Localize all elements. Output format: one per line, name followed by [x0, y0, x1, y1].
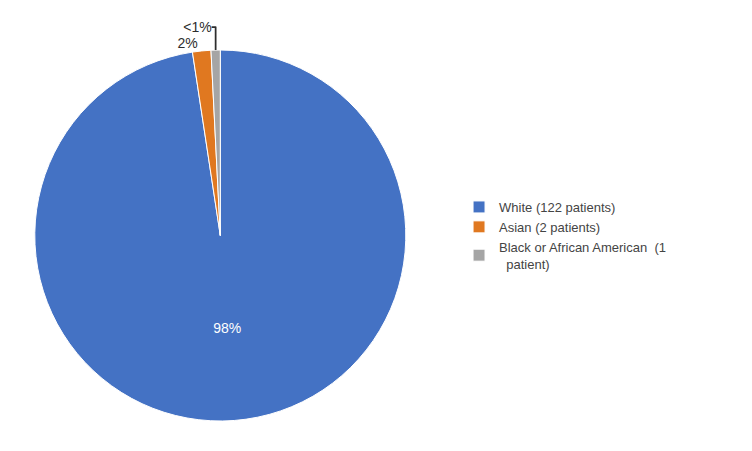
- svg-text:98%: 98%: [213, 320, 241, 336]
- svg-text:2%: 2%: [177, 35, 197, 51]
- svg-text:Black or African American (1: Black or African American (1 patient): [499, 240, 666, 272]
- svg-text:White (122 patients): White (122 patients): [499, 200, 615, 215]
- svg-text:<1%: <1%: [183, 19, 211, 35]
- svg-text:Asian (2 patients): Asian (2 patients): [499, 220, 600, 235]
